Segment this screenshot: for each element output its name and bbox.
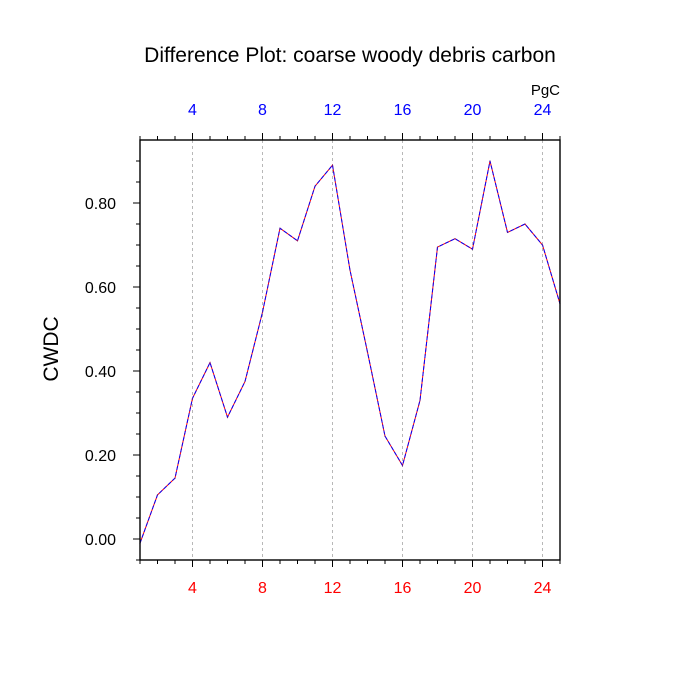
units-label: PgC <box>531 82 560 99</box>
x-tick-label-bottom: 4 <box>188 580 197 597</box>
data-point <box>279 227 281 229</box>
x-tick-label-top: 20 <box>464 102 482 119</box>
x-tick-label-bottom: 20 <box>464 580 482 597</box>
data-point <box>506 231 509 233</box>
y-tick-label: 0.60 <box>85 280 116 297</box>
data-point <box>366 351 369 353</box>
data-point <box>489 160 491 162</box>
x-tick-label-top: 12 <box>324 102 342 119</box>
x-tick-label-top: 8 <box>258 102 267 119</box>
data-point <box>454 238 456 240</box>
tick-labels: 4 8 12 16 20 24 4 8 12 16 20 24 0.00 0.20 0.40 0.60 0.80 <box>85 102 552 597</box>
data-point <box>226 416 229 418</box>
series-lines <box>139 160 561 544</box>
y-tick-label: 0.80 <box>85 196 116 213</box>
x-tick-label-bottom: 16 <box>394 580 412 597</box>
x-tick-label-bottom: 12 <box>324 580 342 597</box>
x-tick-label-top: 16 <box>394 102 412 119</box>
x-tick-label-top: 24 <box>534 102 552 119</box>
y-tick-label: 0.00 <box>85 532 116 549</box>
data-point <box>156 494 159 496</box>
data-point <box>524 223 526 225</box>
data-point <box>436 246 439 248</box>
data-point <box>191 397 194 399</box>
data-point <box>296 240 299 242</box>
data-point <box>331 164 334 166</box>
plot-frame <box>139 139 561 561</box>
y-tick-label: 0.40 <box>85 364 116 381</box>
grid-lines <box>192 140 543 560</box>
data-point <box>261 311 264 313</box>
series-line-overlay <box>139 160 561 544</box>
x-tick-label-bottom: 8 <box>258 580 267 597</box>
data-point <box>471 248 474 250</box>
data-point <box>209 362 211 364</box>
data-point <box>314 185 316 187</box>
x-tick-label-bottom: 24 <box>534 580 552 597</box>
y-tick-label: 0.20 <box>85 448 116 465</box>
x-tick-label-top: 4 <box>188 102 197 119</box>
chart-title: Difference Plot: coarse woody debris car… <box>144 44 556 67</box>
data-point <box>174 477 176 479</box>
data-point <box>384 435 386 437</box>
data-point <box>541 244 544 246</box>
data-point <box>244 380 246 383</box>
y-axis-label: CWDC <box>40 316 63 381</box>
data-point <box>349 269 351 271</box>
data-point <box>401 464 404 467</box>
series-line <box>139 160 561 544</box>
data-point <box>419 399 421 401</box>
axis-ticks <box>133 133 561 567</box>
